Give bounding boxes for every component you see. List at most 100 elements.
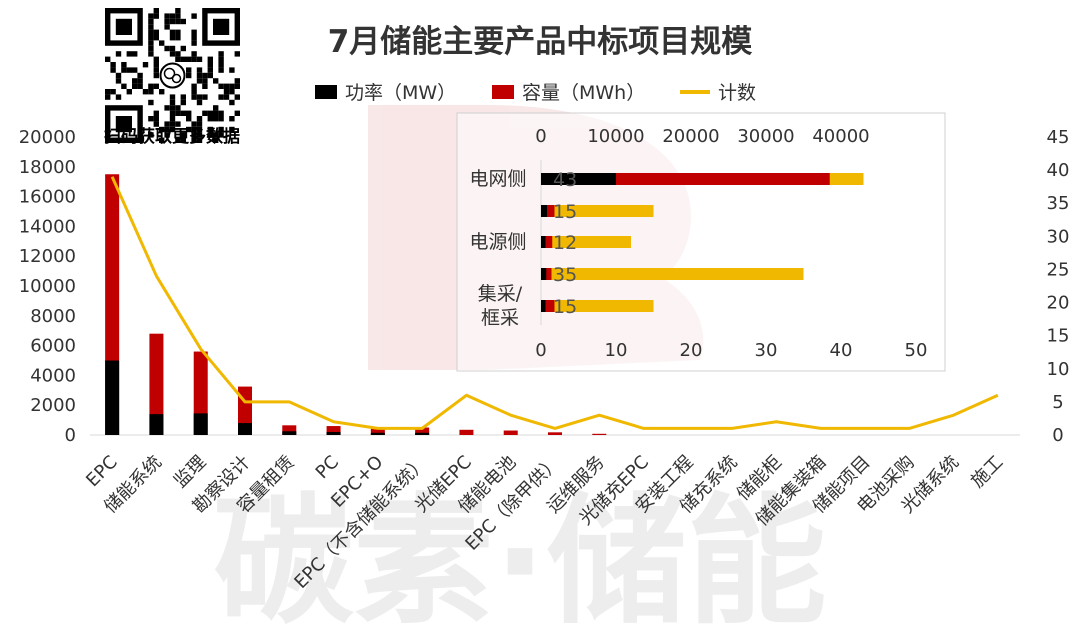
legend-label-power: 功率（MW） bbox=[345, 82, 456, 104]
inset-group-label: 电源侧 bbox=[469, 231, 526, 253]
qr-module bbox=[175, 18, 181, 25]
qr-caption: 扫码获取更多数据 bbox=[104, 126, 240, 147]
qr-module bbox=[164, 132, 170, 138]
qr-module bbox=[223, 89, 230, 95]
bar-power bbox=[326, 432, 341, 435]
qr-module bbox=[213, 110, 219, 116]
wechat-icon-bubble bbox=[171, 73, 182, 84]
qr-module bbox=[105, 56, 111, 62]
qr-module bbox=[202, 94, 208, 100]
qr-module bbox=[218, 132, 224, 138]
y-left-tick-label: 14000 bbox=[19, 216, 76, 237]
qr-module bbox=[180, 132, 186, 138]
inset-bottom-tick-label: 10 bbox=[605, 340, 628, 361]
qr-module bbox=[169, 45, 176, 52]
inset-bar-power bbox=[541, 236, 546, 248]
qr-module bbox=[153, 8, 159, 14]
y-right-tick-label: 40 bbox=[1047, 160, 1070, 181]
qr-module bbox=[186, 56, 192, 62]
qr-module bbox=[229, 89, 235, 95]
qr-module bbox=[186, 116, 192, 122]
qr-module bbox=[196, 78, 203, 84]
watermark-text: 碳素·储能 bbox=[213, 481, 826, 638]
qr-module bbox=[132, 78, 138, 84]
bar-power bbox=[193, 413, 208, 435]
inset-count-label: 15 bbox=[553, 296, 577, 318]
qr-module bbox=[234, 83, 240, 89]
inset-bar-count bbox=[541, 268, 804, 280]
inset-bar-power bbox=[541, 205, 547, 217]
qr-module bbox=[115, 72, 122, 79]
qr-module bbox=[191, 83, 197, 89]
qr-module bbox=[191, 126, 197, 133]
qr-module bbox=[115, 78, 122, 84]
qr-module bbox=[180, 110, 186, 116]
bar-capacity bbox=[282, 425, 297, 435]
qr-module bbox=[175, 8, 181, 14]
bar-power bbox=[149, 414, 164, 435]
inset-bar-count bbox=[541, 205, 654, 217]
qr-module bbox=[153, 83, 159, 89]
y-left-tick-label: 18000 bbox=[19, 157, 76, 178]
y-left-tick-label: 0 bbox=[65, 425, 76, 446]
inset-top-tick-label: 30000 bbox=[737, 126, 794, 147]
qr-module bbox=[196, 137, 203, 143]
qr-module bbox=[218, 51, 224, 57]
qr-module bbox=[132, 51, 138, 57]
qr-module bbox=[196, 56, 203, 62]
qr-finder-core bbox=[115, 18, 132, 35]
y-left-tick-label: 6000 bbox=[30, 336, 76, 357]
qr-module bbox=[169, 121, 176, 127]
x-tick-label: EPC bbox=[82, 452, 121, 491]
qr-module bbox=[169, 116, 176, 122]
qr-module bbox=[202, 72, 208, 79]
y-left-tick-label: 16000 bbox=[19, 187, 76, 208]
qr-module bbox=[186, 67, 192, 73]
qr-module bbox=[223, 94, 230, 100]
qr-module bbox=[148, 45, 154, 52]
y-right-tick-label: 25 bbox=[1047, 259, 1070, 280]
qr-module bbox=[169, 105, 176, 111]
qr-module bbox=[234, 110, 240, 116]
qr-module bbox=[180, 18, 186, 25]
qr-code[interactable] bbox=[103, 6, 242, 145]
qr-module bbox=[196, 72, 203, 79]
bar-capacity bbox=[459, 429, 474, 435]
qr-module bbox=[175, 105, 181, 111]
qr-module bbox=[148, 18, 154, 25]
qr-module bbox=[180, 99, 186, 106]
bar-power bbox=[415, 432, 430, 435]
qr-module bbox=[169, 13, 176, 19]
qr-module bbox=[175, 110, 181, 116]
qr-module bbox=[234, 78, 240, 84]
qr-module bbox=[121, 83, 127, 89]
qr-module bbox=[148, 89, 154, 95]
qr-module bbox=[196, 94, 203, 100]
y-right-tick-label: 10 bbox=[1047, 359, 1070, 380]
qr-module bbox=[218, 110, 224, 116]
qr-module bbox=[132, 67, 138, 73]
y-right-tick-label: 30 bbox=[1047, 226, 1070, 247]
legend-label-capacity: 容量（MWh） bbox=[522, 82, 645, 104]
qr-module bbox=[153, 56, 159, 62]
legend-label-count: 计数 bbox=[718, 82, 756, 104]
y-left-tick-label: 4000 bbox=[30, 365, 76, 386]
qr-module bbox=[148, 13, 154, 19]
qr-module bbox=[148, 51, 154, 57]
qr-module bbox=[207, 132, 213, 138]
inset-bar-power bbox=[541, 300, 546, 312]
qr-module bbox=[159, 137, 165, 143]
legend: 功率（MW） 容量（MWh） 计数 bbox=[315, 82, 756, 104]
x-tick-label: 施工 bbox=[967, 452, 1007, 492]
qr-finder-core bbox=[213, 18, 230, 35]
qr-module bbox=[169, 126, 176, 133]
qr-module bbox=[137, 78, 143, 84]
qr-module bbox=[175, 35, 181, 41]
qr-module bbox=[180, 45, 186, 52]
y-left-tick-label: 20000 bbox=[19, 127, 76, 148]
qr-module bbox=[180, 94, 186, 100]
qr-module bbox=[126, 89, 132, 95]
inset-group-label: 集采/ bbox=[478, 283, 523, 305]
y-right-tick-label: 0 bbox=[1052, 425, 1063, 446]
qr-module bbox=[148, 132, 154, 138]
